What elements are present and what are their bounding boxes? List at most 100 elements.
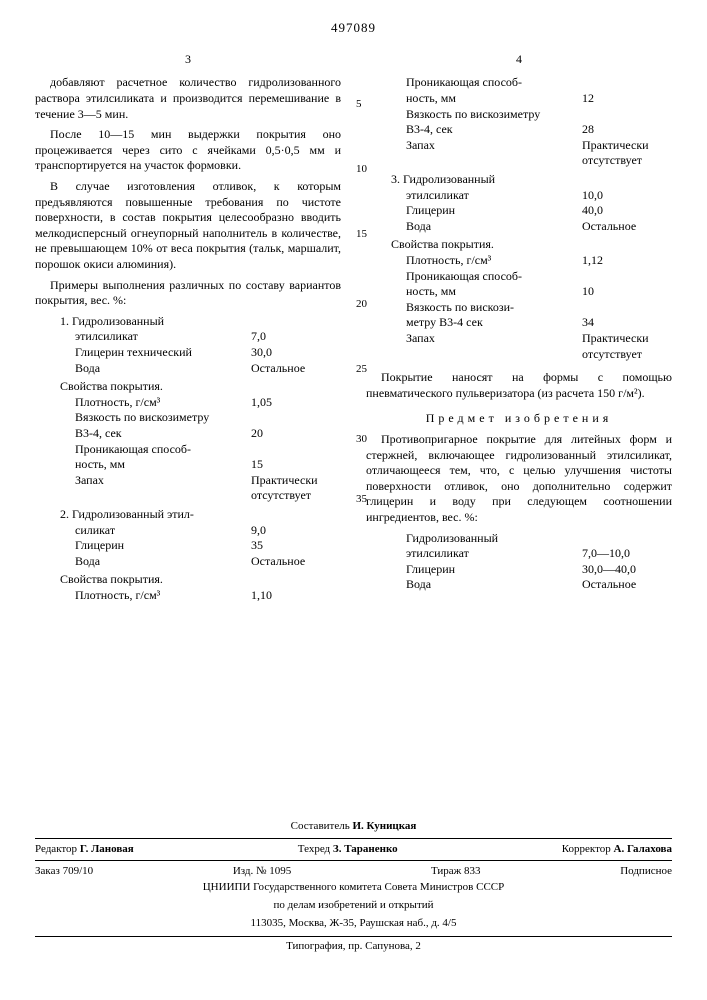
val: 28 bbox=[572, 122, 672, 138]
label: этилсиликат bbox=[406, 546, 572, 562]
label: Плотность, г/см³ bbox=[75, 588, 241, 604]
val: 10 bbox=[572, 284, 672, 300]
content-columns: 3 добавляют расчетное количество гидроли… bbox=[35, 52, 672, 604]
label: Плотность, г/см³ bbox=[406, 253, 572, 269]
prop-row: ЗапахПрактически отсутствует bbox=[366, 138, 672, 169]
ex1-row: ВодаОстальное bbox=[35, 361, 341, 377]
prop-row: В3-4, сек28 bbox=[366, 122, 672, 138]
val: 20 bbox=[241, 426, 341, 442]
left-column: 3 добавляют расчетное количество гидроли… bbox=[35, 52, 341, 604]
ex3-row: ВодаОстальное bbox=[366, 219, 672, 235]
ex2-row: Глицерин35 bbox=[35, 538, 341, 554]
credits-row: Редактор Г. Лановая Техред З. Тараненко … bbox=[35, 838, 672, 856]
label: Запах bbox=[75, 473, 241, 504]
marker: 5 bbox=[356, 97, 362, 111]
val: 34 bbox=[572, 315, 672, 331]
ex3-row: Глицерин40,0 bbox=[366, 203, 672, 219]
subscription: Подписное bbox=[620, 864, 672, 878]
order: Заказ 709/10 bbox=[35, 864, 93, 878]
compiler-label: Составитель bbox=[291, 820, 350, 832]
label: ность, мм bbox=[406, 91, 572, 107]
prop-row: Проникающая способ- bbox=[35, 442, 341, 458]
label: Вязкость по вискозиметру bbox=[75, 410, 341, 426]
ex1-props: Свойства покрытия. bbox=[35, 379, 341, 395]
label: Запах bbox=[406, 138, 572, 169]
prop-row: ЗапахПрактически отсутствует bbox=[35, 473, 341, 504]
ex1-row: Глицерин технический30,0 bbox=[35, 345, 341, 361]
claim-row: этилсиликат7,0—10,0 bbox=[366, 546, 672, 562]
left-col-num: 3 bbox=[35, 52, 341, 68]
para-3: В случае изготовления отливок, к которым… bbox=[35, 179, 341, 273]
claims-title: Предмет изобретения bbox=[366, 411, 672, 427]
label: Глицерин bbox=[75, 538, 241, 554]
label: Запах bbox=[406, 331, 572, 362]
label: Глицерин bbox=[406, 203, 572, 219]
val: 1,12 bbox=[572, 253, 672, 269]
val: Практически отсутствует bbox=[572, 331, 672, 362]
prop-row: ность, мм10 bbox=[366, 284, 672, 300]
right-column: 4 Проникающая способ- ность, мм12 Вязкос… bbox=[366, 52, 672, 604]
label: Вода bbox=[406, 577, 572, 593]
label: Вода bbox=[75, 361, 241, 377]
ex1-title: 1. Гидролизованный bbox=[35, 314, 341, 330]
compiler-name: И. Куницкая bbox=[352, 820, 416, 832]
prop-row: ЗапахПрактически отсутствует bbox=[366, 331, 672, 362]
para-4: Примеры выполнения различных по составу … bbox=[35, 278, 341, 309]
label: Гидролизованный bbox=[406, 531, 672, 547]
val: 35 bbox=[241, 538, 341, 554]
prop-row: метру В3-4 сек34 bbox=[366, 315, 672, 331]
compiler-row: Составитель И. Куницкая bbox=[35, 817, 672, 835]
label: ность, мм bbox=[406, 284, 572, 300]
val: Остальное bbox=[572, 577, 672, 593]
label: Плотность, г/см³ bbox=[75, 395, 241, 411]
ex1-row: этилсиликат7,0 bbox=[35, 329, 341, 345]
label: Проникающая способ- bbox=[406, 269, 672, 285]
prop-row: В3-4, сек20 bbox=[35, 426, 341, 442]
label: В3-4, сек bbox=[406, 122, 572, 138]
val: 12 bbox=[572, 91, 672, 107]
prop-row: Плотность, г/см³1,10 bbox=[35, 588, 341, 604]
val: 40,0 bbox=[572, 203, 672, 219]
claim-row: ВодаОстальное bbox=[366, 577, 672, 593]
claims-text: Противопригарное покрытие для литейных ф… bbox=[366, 432, 672, 526]
ex2-row: силикат9,0 bbox=[35, 523, 341, 539]
prop-row: Проникающая способ- bbox=[366, 269, 672, 285]
label: Проникающая способ- bbox=[406, 75, 672, 91]
val: Остальное bbox=[572, 219, 672, 235]
val: Практически отсутствует bbox=[572, 138, 672, 169]
prop-row: Плотность, г/см³1,05 bbox=[35, 395, 341, 411]
corrector: Корректор А. Галахова bbox=[562, 842, 672, 856]
val: 1,05 bbox=[241, 395, 341, 411]
prop-row: Вязкость по вискозиметру bbox=[35, 410, 341, 426]
patent-number: 497089 bbox=[35, 20, 672, 37]
typography: Типография, пр. Сапунова, 2 bbox=[35, 936, 672, 955]
prop-row: ность, мм12 bbox=[366, 91, 672, 107]
footer: Составитель И. Куницкая Редактор Г. Лано… bbox=[35, 817, 672, 955]
label: Глицерин технический bbox=[75, 345, 241, 361]
ex2-props: Свойства покрытия. bbox=[35, 572, 341, 588]
techred: Техред З. Тараненко bbox=[298, 842, 398, 856]
ex3-title: 3. Гидролизованный bbox=[366, 172, 672, 188]
org1: ЦНИИПИ Государственного комитета Совета … bbox=[35, 878, 672, 896]
val: 10,0 bbox=[572, 188, 672, 204]
right-col-num: 4 bbox=[366, 52, 672, 68]
tirazh: Тираж 833 bbox=[431, 864, 481, 878]
prop-row: Плотность, г/см³1,12 bbox=[366, 253, 672, 269]
label: силикат bbox=[75, 523, 241, 539]
ex3-row: этилсиликат10,0 bbox=[366, 188, 672, 204]
label: этилсиликат bbox=[75, 329, 241, 345]
claim-row: Глицерин30,0—40,0 bbox=[366, 562, 672, 578]
address: 113035, Москва, Ж-35, Раушская наб., д. … bbox=[35, 914, 672, 932]
editor: Редактор Г. Лановая bbox=[35, 842, 134, 856]
para-5: Покрытие наносят на формы с помощью пнев… bbox=[366, 370, 672, 401]
prop-row: Вязкость по вискози- bbox=[366, 300, 672, 316]
label: Вода bbox=[75, 554, 241, 570]
label: метру В3-4 сек bbox=[406, 315, 572, 331]
label: Вода bbox=[406, 219, 572, 235]
val: Практически отсутствует bbox=[241, 473, 341, 504]
val: 30,0 bbox=[241, 345, 341, 361]
order-row: Заказ 709/10 Изд. № 1095 Тираж 833 Подпи… bbox=[35, 860, 672, 878]
label: В3-4, сек bbox=[75, 426, 241, 442]
val: 1,10 bbox=[241, 588, 341, 604]
val: 30,0—40,0 bbox=[572, 562, 672, 578]
